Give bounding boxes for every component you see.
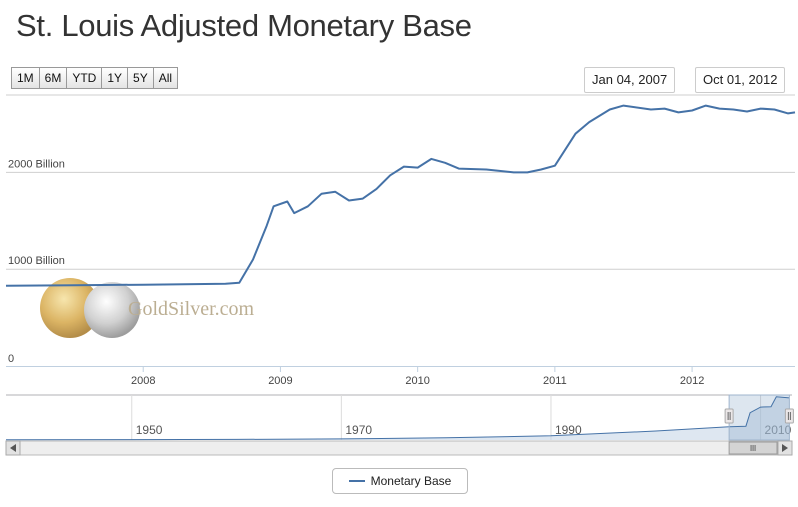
scrollbar-track <box>5 440 793 456</box>
navigator-selected-range <box>728 394 790 441</box>
gold-coin-icon <box>40 278 100 338</box>
legend-series-swatch <box>348 480 365 482</box>
navigator-handle-right[interactable] <box>784 408 794 424</box>
watermark-text: GoldSilver.com <box>128 298 255 320</box>
range-selector: 1M 6M YTD 1Y 5Y All <box>11 67 179 89</box>
x-tick-label: 2009 <box>268 375 292 387</box>
arrow-left-icon <box>10 444 16 452</box>
silver-coin-icon <box>84 282 140 338</box>
range-to-input[interactable]: Oct 01, 2012 <box>695 67 786 93</box>
legend[interactable]: Monetary Base <box>332 468 468 494</box>
x-tick-label: 2010 <box>405 375 429 387</box>
scrollbar-right-button[interactable] <box>777 440 793 456</box>
y-tick-label: 2000 Billion <box>8 158 65 170</box>
handle-body <box>784 408 794 424</box>
navigator-series-line <box>5 396 790 441</box>
zoom-ytd-button[interactable]: YTD <box>66 67 103 89</box>
navigator-tick-label: 1970 <box>345 423 372 437</box>
arrow-right-icon <box>782 444 788 452</box>
range-from-input[interactable]: Jan 04, 2007 <box>584 67 676 93</box>
plot-area <box>5 104 796 287</box>
x-tick-label: 2011 <box>543 375 567 387</box>
navigator[interactable]: 1950197019902010 <box>5 394 794 441</box>
zoom-1y-button[interactable]: 1Y <box>101 67 129 89</box>
navigator-tick-label: 1990 <box>555 423 582 437</box>
x-tick-label: 2008 <box>131 375 155 387</box>
y-axis: 0 1000 Billion 2000 Billion <box>8 158 65 365</box>
y-tick-label: 0 <box>8 353 14 365</box>
zoom-all-button[interactable]: All <box>152 67 179 89</box>
scrollbar-thumb[interactable] <box>728 441 778 455</box>
page-title: St. Louis Adjusted Monetary Base <box>16 8 472 43</box>
navigator-tick-label: 1950 <box>136 423 163 437</box>
x-axis: 2008 2009 2010 2011 2012 <box>6 366 795 387</box>
grid-lines <box>6 94 795 270</box>
x-tick-label: 2012 <box>680 375 704 387</box>
scrollbar-left-button[interactable] <box>5 440 21 456</box>
navigator-handle-left[interactable] <box>724 408 734 424</box>
navigator-series-area <box>6 396 790 440</box>
handle-body <box>724 408 734 424</box>
y-tick-label: 1000 Billion <box>8 255 65 267</box>
zoom-5y-button[interactable]: 5Y <box>127 67 154 89</box>
legend-series-label: Monetary Base <box>370 474 452 488</box>
scrollbar[interactable] <box>5 440 793 456</box>
goldsilver-watermark: GoldSilver.com <box>40 278 255 338</box>
series-line-monetary-base <box>5 104 796 287</box>
